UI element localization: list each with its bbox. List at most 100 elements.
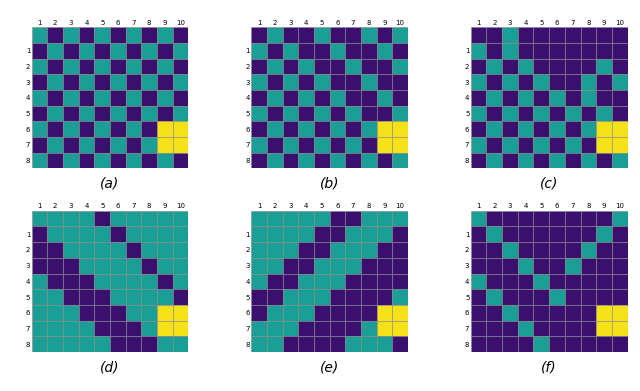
Bar [252,90,267,106]
Bar [157,274,173,289]
Bar [110,137,125,153]
Bar [141,137,157,153]
Bar [565,106,580,122]
Bar [31,59,47,74]
Bar [612,336,628,352]
Bar [549,226,565,242]
Bar [486,305,502,321]
Bar [612,74,628,90]
Bar [298,305,314,321]
Bar [63,106,79,122]
Bar [141,258,157,274]
Bar [534,242,549,258]
Bar [157,27,173,43]
Bar [549,59,565,74]
Bar [267,274,283,289]
Bar [94,43,110,59]
Bar [518,122,534,137]
Bar [502,305,518,321]
Bar [47,226,63,242]
Bar [612,122,628,137]
Bar [486,43,502,59]
Bar [345,258,361,274]
Bar [471,74,486,90]
Bar [549,153,565,169]
Bar [345,74,361,90]
Bar [94,59,110,74]
Bar [47,43,63,59]
Bar [486,122,502,137]
Bar [252,153,267,169]
Bar [94,242,110,258]
Bar [79,74,94,90]
Bar [392,43,408,59]
Bar [612,211,628,226]
Bar [31,90,47,106]
Bar [173,106,188,122]
Bar [141,122,157,137]
Bar [283,305,298,321]
Bar [549,27,565,43]
Bar [94,122,110,137]
Bar [612,106,628,122]
Bar [141,74,157,90]
Bar [392,242,408,258]
Bar [267,258,283,274]
Bar [534,336,549,352]
Bar [502,336,518,352]
Bar [173,321,188,336]
Bar [252,321,267,336]
Bar [157,242,173,258]
Bar [125,27,141,43]
Bar [298,258,314,274]
Bar [518,321,534,336]
Bar [125,242,141,258]
Bar [283,74,298,90]
Bar [612,274,628,289]
Bar [110,336,125,352]
Bar [596,211,612,226]
Bar [79,90,94,106]
Bar [252,137,267,153]
Bar [314,43,330,59]
Bar [79,137,94,153]
Bar [549,90,565,106]
Bar [471,274,486,289]
Text: (c): (c) [540,177,558,191]
Bar [283,137,298,153]
Bar [157,336,173,352]
Bar [361,336,376,352]
Bar [534,153,549,169]
Bar [31,274,47,289]
Bar [580,242,596,258]
Bar [47,305,63,321]
Bar [283,90,298,106]
Bar [596,336,612,352]
Bar [361,59,376,74]
Bar [47,289,63,305]
Bar [47,242,63,258]
Bar [47,153,63,169]
Bar [141,90,157,106]
Bar [47,321,63,336]
Bar [79,242,94,258]
Bar [596,137,612,153]
Bar [486,59,502,74]
Bar [63,90,79,106]
Bar [486,336,502,352]
Bar [596,274,612,289]
Bar [330,321,345,336]
Bar [267,305,283,321]
Bar [502,153,518,169]
Bar [252,258,267,274]
Bar [486,226,502,242]
Bar [141,59,157,74]
Bar [110,43,125,59]
Bar [392,106,408,122]
Bar [580,305,596,321]
Bar [376,289,392,305]
Bar [518,211,534,226]
Bar [518,106,534,122]
Bar [486,321,502,336]
Bar [173,74,188,90]
